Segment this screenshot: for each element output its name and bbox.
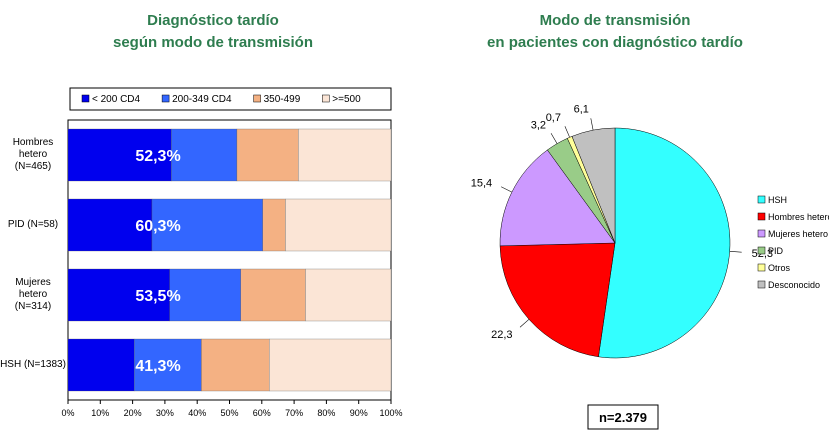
- leader-line: [550, 133, 558, 144]
- legend-swatch: [161, 94, 170, 103]
- x-tick-label: 60%: [253, 408, 271, 418]
- x-tick-label: 20%: [124, 408, 142, 418]
- x-tick-label: 90%: [350, 408, 368, 418]
- slice-label: 0,7: [546, 112, 561, 124]
- bar-segment: [67, 338, 135, 392]
- legend-swatch: [81, 94, 90, 103]
- pie-slice: [598, 127, 731, 359]
- x-tick-label: 30%: [156, 408, 174, 418]
- leader-line: [729, 251, 742, 253]
- legend-swatch: [757, 280, 766, 289]
- bar-segment: [67, 128, 172, 182]
- legend-label: < 200 CD4: [92, 94, 141, 105]
- bar-segment: [298, 128, 392, 182]
- slice-label: 3,2: [531, 120, 546, 132]
- bar-segment: [305, 268, 392, 322]
- legend-box: [69, 87, 392, 111]
- category-label: PID (N=58): [7, 219, 59, 230]
- chart-title: según modo de transmisión: [113, 34, 313, 51]
- bar-label: 60,3%: [135, 218, 180, 235]
- chart-title: Modo de transmisión: [540, 12, 691, 29]
- x-tick-label: 70%: [285, 408, 303, 418]
- legend-label: HSH: [768, 195, 787, 205]
- slice-label: 22,3: [491, 329, 512, 341]
- pie-slice: [571, 127, 616, 244]
- bar-segment: [171, 128, 238, 182]
- bar-label: 52,3%: [135, 148, 180, 165]
- bar-segment: [169, 268, 241, 322]
- legend-swatch: [757, 229, 766, 238]
- bar-segment: [134, 338, 202, 392]
- legend-swatch: [757, 263, 766, 272]
- bar-segment: [236, 128, 299, 182]
- x-tick-label: 100%: [379, 408, 402, 418]
- slice-label: 15,4: [471, 177, 492, 189]
- legend-label: Mujeres hetero: [768, 229, 828, 239]
- legend-swatch: [757, 246, 766, 255]
- legend-label: 200-349 CD4: [172, 94, 232, 105]
- category-label: HSH (N=1383): [0, 359, 66, 370]
- leader-line: [564, 126, 570, 138]
- legend-label: >=500: [332, 94, 361, 105]
- legend-label: Hombres hetero: [768, 212, 829, 222]
- legend-swatch: [757, 195, 766, 204]
- legend-label: Otros: [768, 263, 791, 273]
- x-tick-label: 40%: [188, 408, 206, 418]
- annotation-box: [587, 404, 659, 430]
- leader-line: [590, 118, 594, 131]
- annotation: n=2.379: [599, 410, 647, 425]
- bar-label: 41,3%: [135, 358, 180, 375]
- leader-line: [500, 186, 513, 193]
- bar-segment: [285, 198, 392, 252]
- legend-label: PID: [768, 246, 784, 256]
- bar-segment: [269, 338, 392, 392]
- bar-segment: [201, 338, 270, 392]
- chart-title: Diagnóstico tardío: [147, 12, 279, 29]
- leader-line: [519, 319, 530, 328]
- legend-label: Desconocido: [768, 280, 820, 290]
- bar-segment: [262, 198, 286, 252]
- bar-segment: [151, 198, 263, 252]
- x-tick-label: 80%: [317, 408, 335, 418]
- pie-slice: [499, 242, 616, 358]
- category-label: Hombres hetero (N=465): [12, 137, 54, 172]
- bar-label: 53,5%: [135, 288, 180, 305]
- chart-title: en pacientes con diagnóstico tardío: [487, 34, 743, 51]
- bar-segment: [67, 198, 153, 252]
- x-tick-label: 0%: [61, 408, 74, 418]
- legend-swatch: [253, 94, 261, 103]
- legend-swatch: [757, 212, 766, 221]
- legend-label: 350-499: [264, 94, 301, 105]
- bar-segment: [67, 268, 170, 322]
- legend-swatch: [322, 94, 330, 103]
- slice-label: 6,1: [574, 104, 589, 116]
- x-tick-label: 10%: [91, 408, 109, 418]
- bar-segment: [240, 268, 306, 322]
- x-tick-label: 50%: [220, 408, 238, 418]
- category-label: Mujeres hetero (N=314): [14, 277, 52, 312]
- pie-slice: [499, 149, 616, 247]
